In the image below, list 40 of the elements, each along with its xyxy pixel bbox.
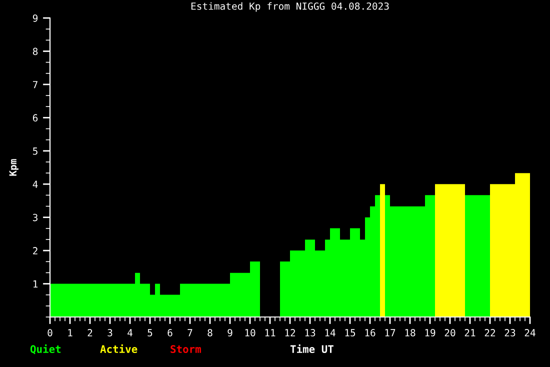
x-tick-label: 14 (325, 329, 336, 336)
x-tick-label: 0 (48, 329, 52, 336)
x-tick-label: 16 (365, 329, 376, 336)
x-tick-label: 13 (305, 329, 316, 336)
y-tick-label: 6 (32, 114, 38, 122)
x-tick-label: 11 (265, 329, 276, 336)
chart-title: Estimated Kp from NIGGG 04.08.2023 (191, 2, 389, 12)
x-tick-label: 21 (464, 329, 476, 336)
x-tick-label: 20 (444, 329, 456, 336)
x-tick-label: 5 (148, 329, 152, 336)
x-tick-label: 9 (228, 329, 232, 336)
y-tick-label: 5 (33, 148, 38, 155)
y-tick-label: 7 (33, 81, 38, 88)
x-tick-label: 3 (108, 329, 112, 336)
y-axis-title: Kpm (9, 159, 18, 176)
x-tick-label: 1 (68, 329, 72, 336)
text: Quiet (30, 344, 61, 354)
y-tick-label: 8 (32, 48, 38, 56)
y-tick-label: 1 (34, 280, 38, 288)
text: Active (100, 344, 138, 354)
y-tick-label: 3 (32, 214, 38, 222)
x-tick-label: 10 (245, 329, 256, 336)
x-tick-label: 19 (425, 329, 436, 336)
x-tick-label: 4 (128, 329, 132, 336)
text: Storm (170, 345, 201, 354)
x-tick-label: 12 (285, 329, 296, 336)
x-axis-title: Time UT (290, 344, 334, 354)
x-tick-label: 8 (208, 329, 212, 336)
y-tick-label: 9 (32, 14, 38, 22)
x-tick-label: 17 (385, 329, 396, 336)
x-tick-label: 23 (504, 329, 516, 336)
x-tick-label: 18 (405, 329, 416, 336)
y-tick-label: 2 (33, 247, 38, 254)
x-tick-label: 6 (168, 329, 172, 336)
x-tick-label: 7 (188, 329, 192, 336)
x-tick-label: 24 (524, 329, 536, 336)
y-tick-label: 4 (32, 180, 38, 188)
x-tick-label: 22 (484, 329, 496, 336)
x-tick-label: 15 (345, 329, 356, 336)
x-tick-label: 2 (88, 329, 92, 336)
